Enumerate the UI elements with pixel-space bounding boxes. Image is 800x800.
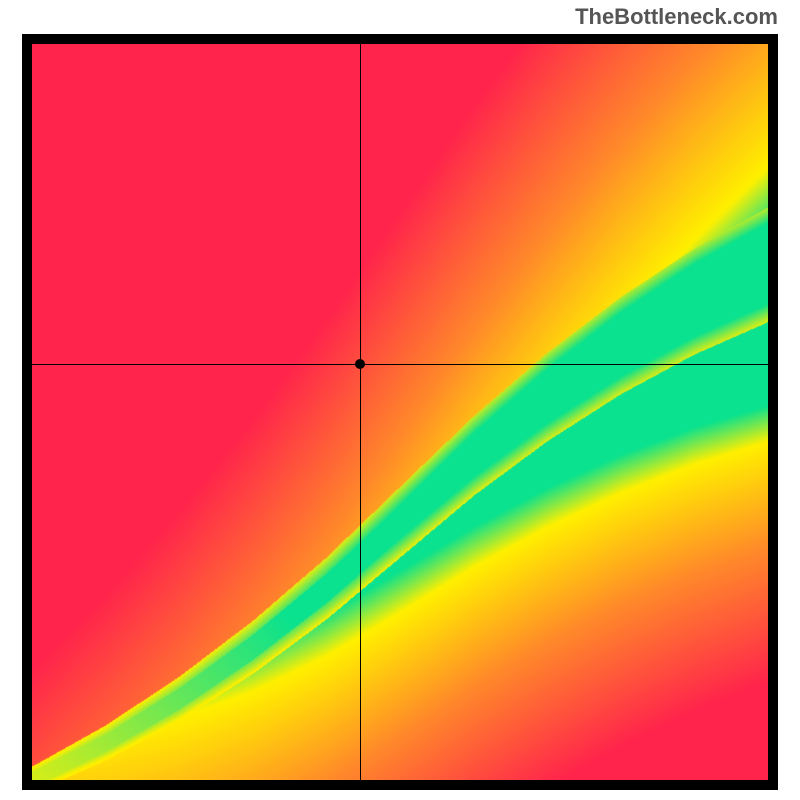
watermark-text: TheBottleneck.com xyxy=(575,4,778,30)
crosshair-vertical xyxy=(360,44,361,780)
heatmap-canvas xyxy=(32,44,768,780)
crosshair-horizontal xyxy=(32,364,768,365)
plot-frame xyxy=(22,34,778,790)
plot-area xyxy=(32,44,768,780)
crosshair-marker xyxy=(355,359,365,369)
